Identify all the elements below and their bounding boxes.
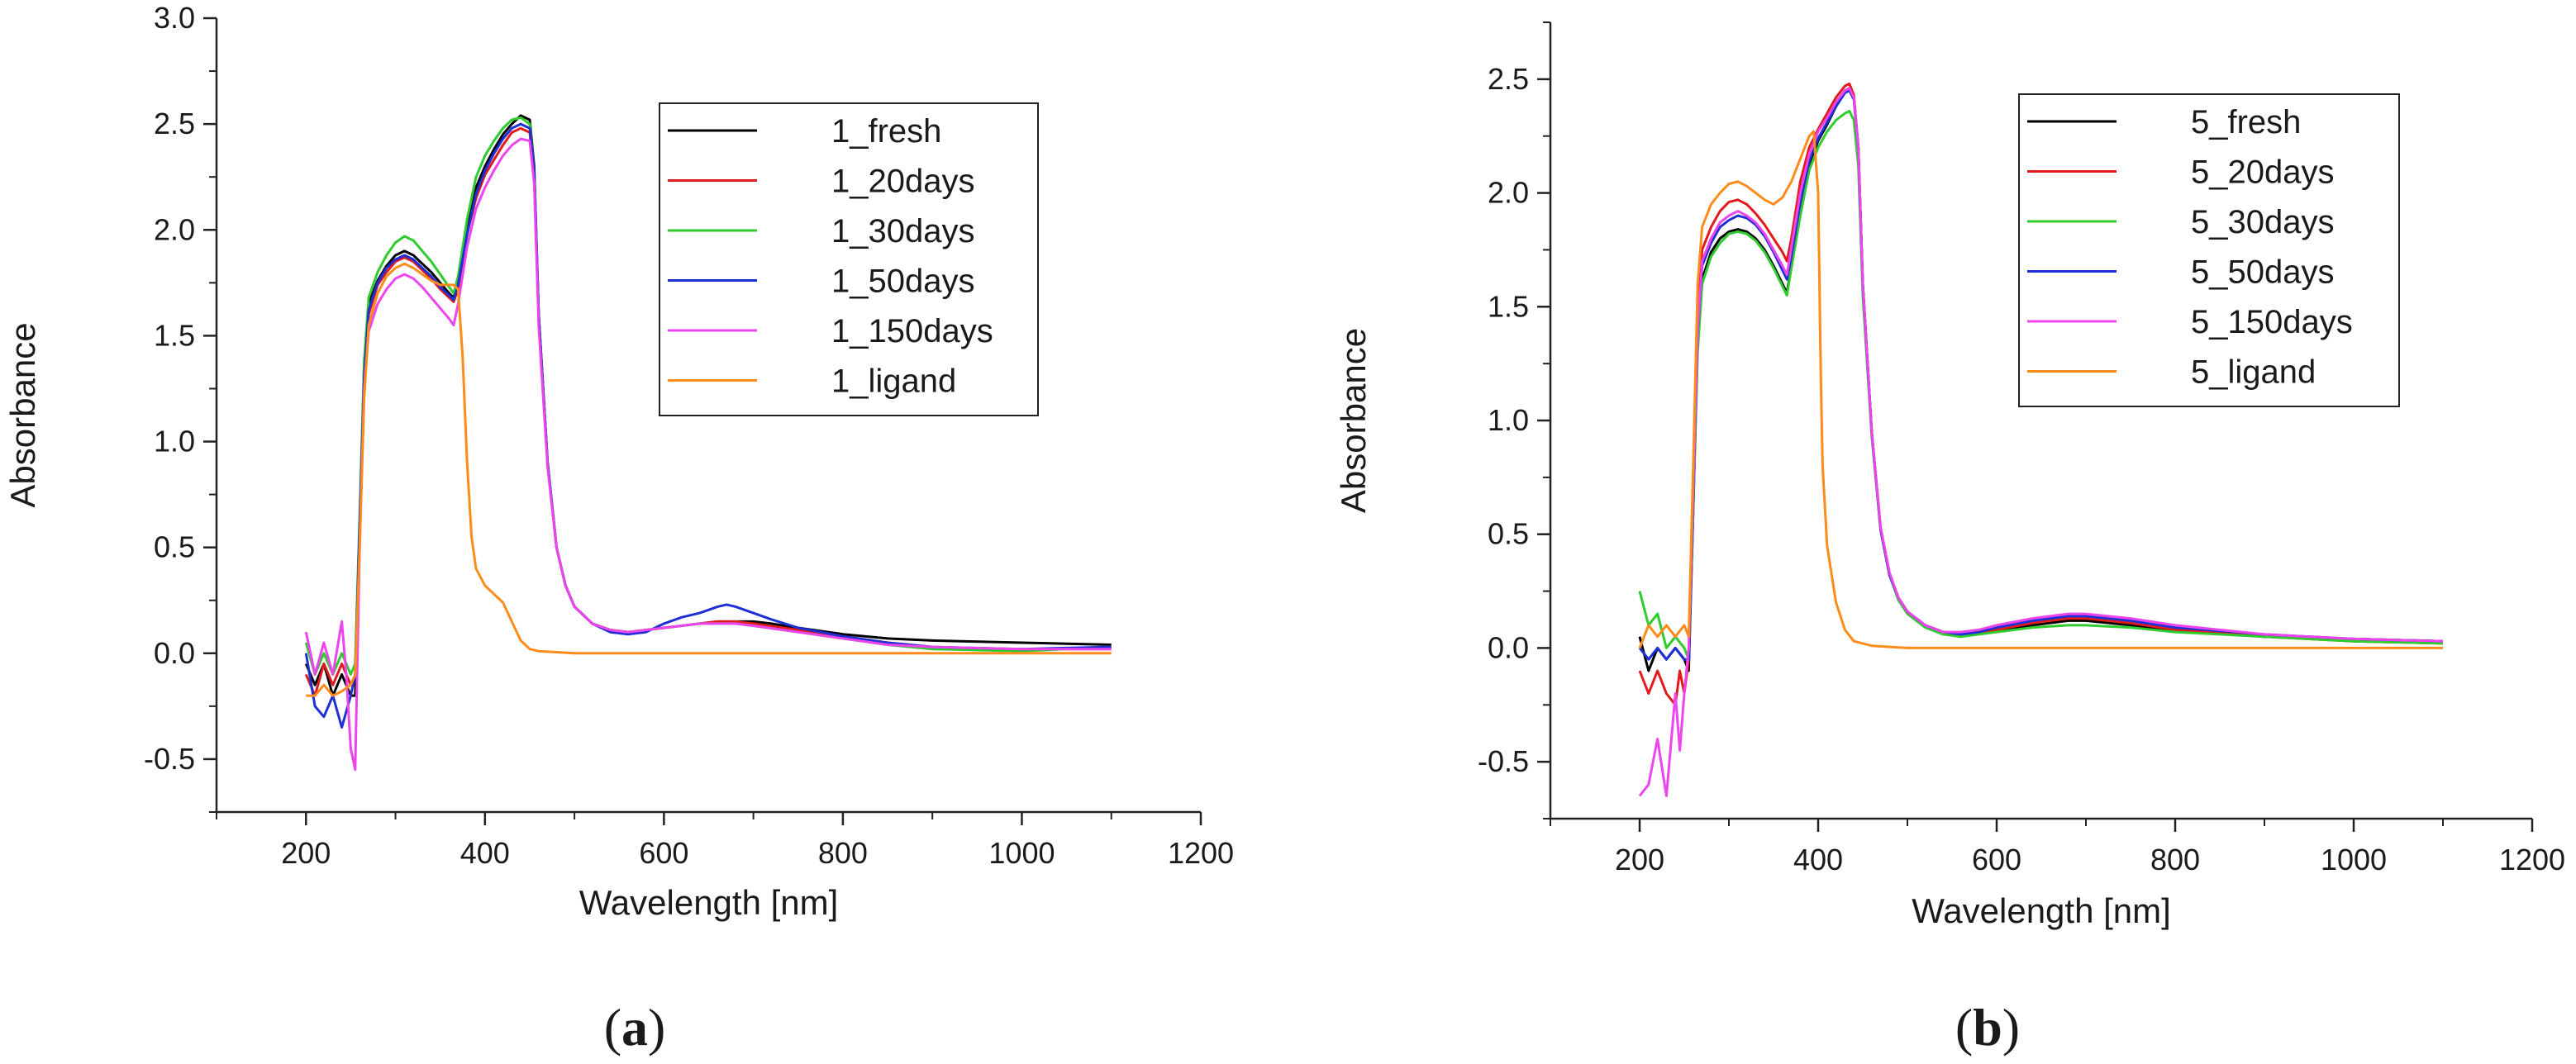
- series-line-1_ligand: [306, 262, 1112, 697]
- legend-label: 1_30days: [831, 213, 974, 249]
- panel-caption: (a): [604, 998, 666, 1057]
- x-tick-label: 400: [1793, 843, 1843, 876]
- legend-box: [2018, 93, 2400, 407]
- legend: 5_fresh 5_20days 5_30days 5_50days 5_150days…: [2018, 93, 2400, 407]
- x-axis-label: Wavelength [nm]: [1912, 891, 2171, 930]
- legend-label: 1_150days: [831, 313, 993, 349]
- x-axis-label: Wavelength [nm]: [579, 883, 839, 922]
- x-tick-label: 600: [639, 836, 688, 870]
- legend-label: 5_fresh: [2191, 104, 2301, 140]
- y-tick-label: 0.0: [154, 636, 195, 670]
- x-tick-label: 1000: [2321, 843, 2387, 876]
- x-tick-label: 400: [460, 836, 510, 870]
- y-tick-label: 1.5: [154, 318, 195, 352]
- y-tick-label: 0.0: [1488, 630, 1529, 664]
- y-axis-label: Absorbance: [3, 322, 42, 507]
- y-tick-label: -0.5: [1478, 744, 1529, 778]
- x-tick-label: 200: [281, 836, 331, 870]
- x-tick-label: 1000: [988, 836, 1055, 870]
- legend-label: 5_20days: [2191, 154, 2334, 191]
- y-axis-label: Absorbance: [1334, 328, 1373, 513]
- y-tick-label: 1.0: [1488, 403, 1529, 437]
- x-tick-label: 800: [818, 836, 868, 870]
- legend-label: 5_30days: [2191, 204, 2334, 240]
- chart-panel-a: 200 400 600 800 1000 1200 -0.5 0.0 0.5 1.0 1.5 2.0 2…: [3, 1, 1234, 1057]
- y-tick-label: -0.5: [144, 742, 195, 776]
- y-tick-label: 2.0: [154, 212, 195, 246]
- x-tick-label: 600: [1972, 843, 2021, 876]
- legend: 1_fresh 1_20days 1_30days 1_50days 1_150days…: [659, 102, 1039, 416]
- y-tick-label: 2.5: [1488, 62, 1529, 96]
- legend-label: 5_50days: [2191, 254, 2334, 291]
- series-line-5_ligand: [1638, 130, 2443, 649]
- x-tick-label: 200: [1615, 843, 1664, 876]
- x-tick-label: 1200: [1168, 836, 1234, 870]
- y-tick-label: 2.0: [1488, 176, 1529, 210]
- y-tick-label: 3.0: [154, 1, 195, 35]
- y-tick-label: 0.5: [1488, 517, 1529, 551]
- legend-box: [659, 102, 1039, 416]
- chart-panel-b: 200 400 600 800 1000 1200 -0.5 0.0 0.5 1.0 1.5 2.0 2…: [1334, 21, 2565, 1057]
- y-tick-label: 0.5: [154, 530, 195, 564]
- y-tick-label: 1.0: [154, 425, 195, 458]
- legend-label: 5_150days: [2191, 304, 2353, 340]
- legend-label: 1_ligand: [831, 363, 956, 400]
- y-tick-label: 2.5: [154, 107, 195, 140]
- x-tick-label: 800: [2150, 843, 2200, 876]
- panel-caption: (b): [1955, 998, 2020, 1057]
- y-tick-label: 1.5: [1488, 289, 1529, 323]
- legend-label: 1_20days: [831, 164, 974, 200]
- legend-label: 5_ligand: [2191, 354, 2316, 391]
- legend-label: 1_fresh: [831, 113, 941, 150]
- legend-label: 1_50days: [831, 264, 974, 300]
- x-tick-label: 1200: [2499, 843, 2565, 876]
